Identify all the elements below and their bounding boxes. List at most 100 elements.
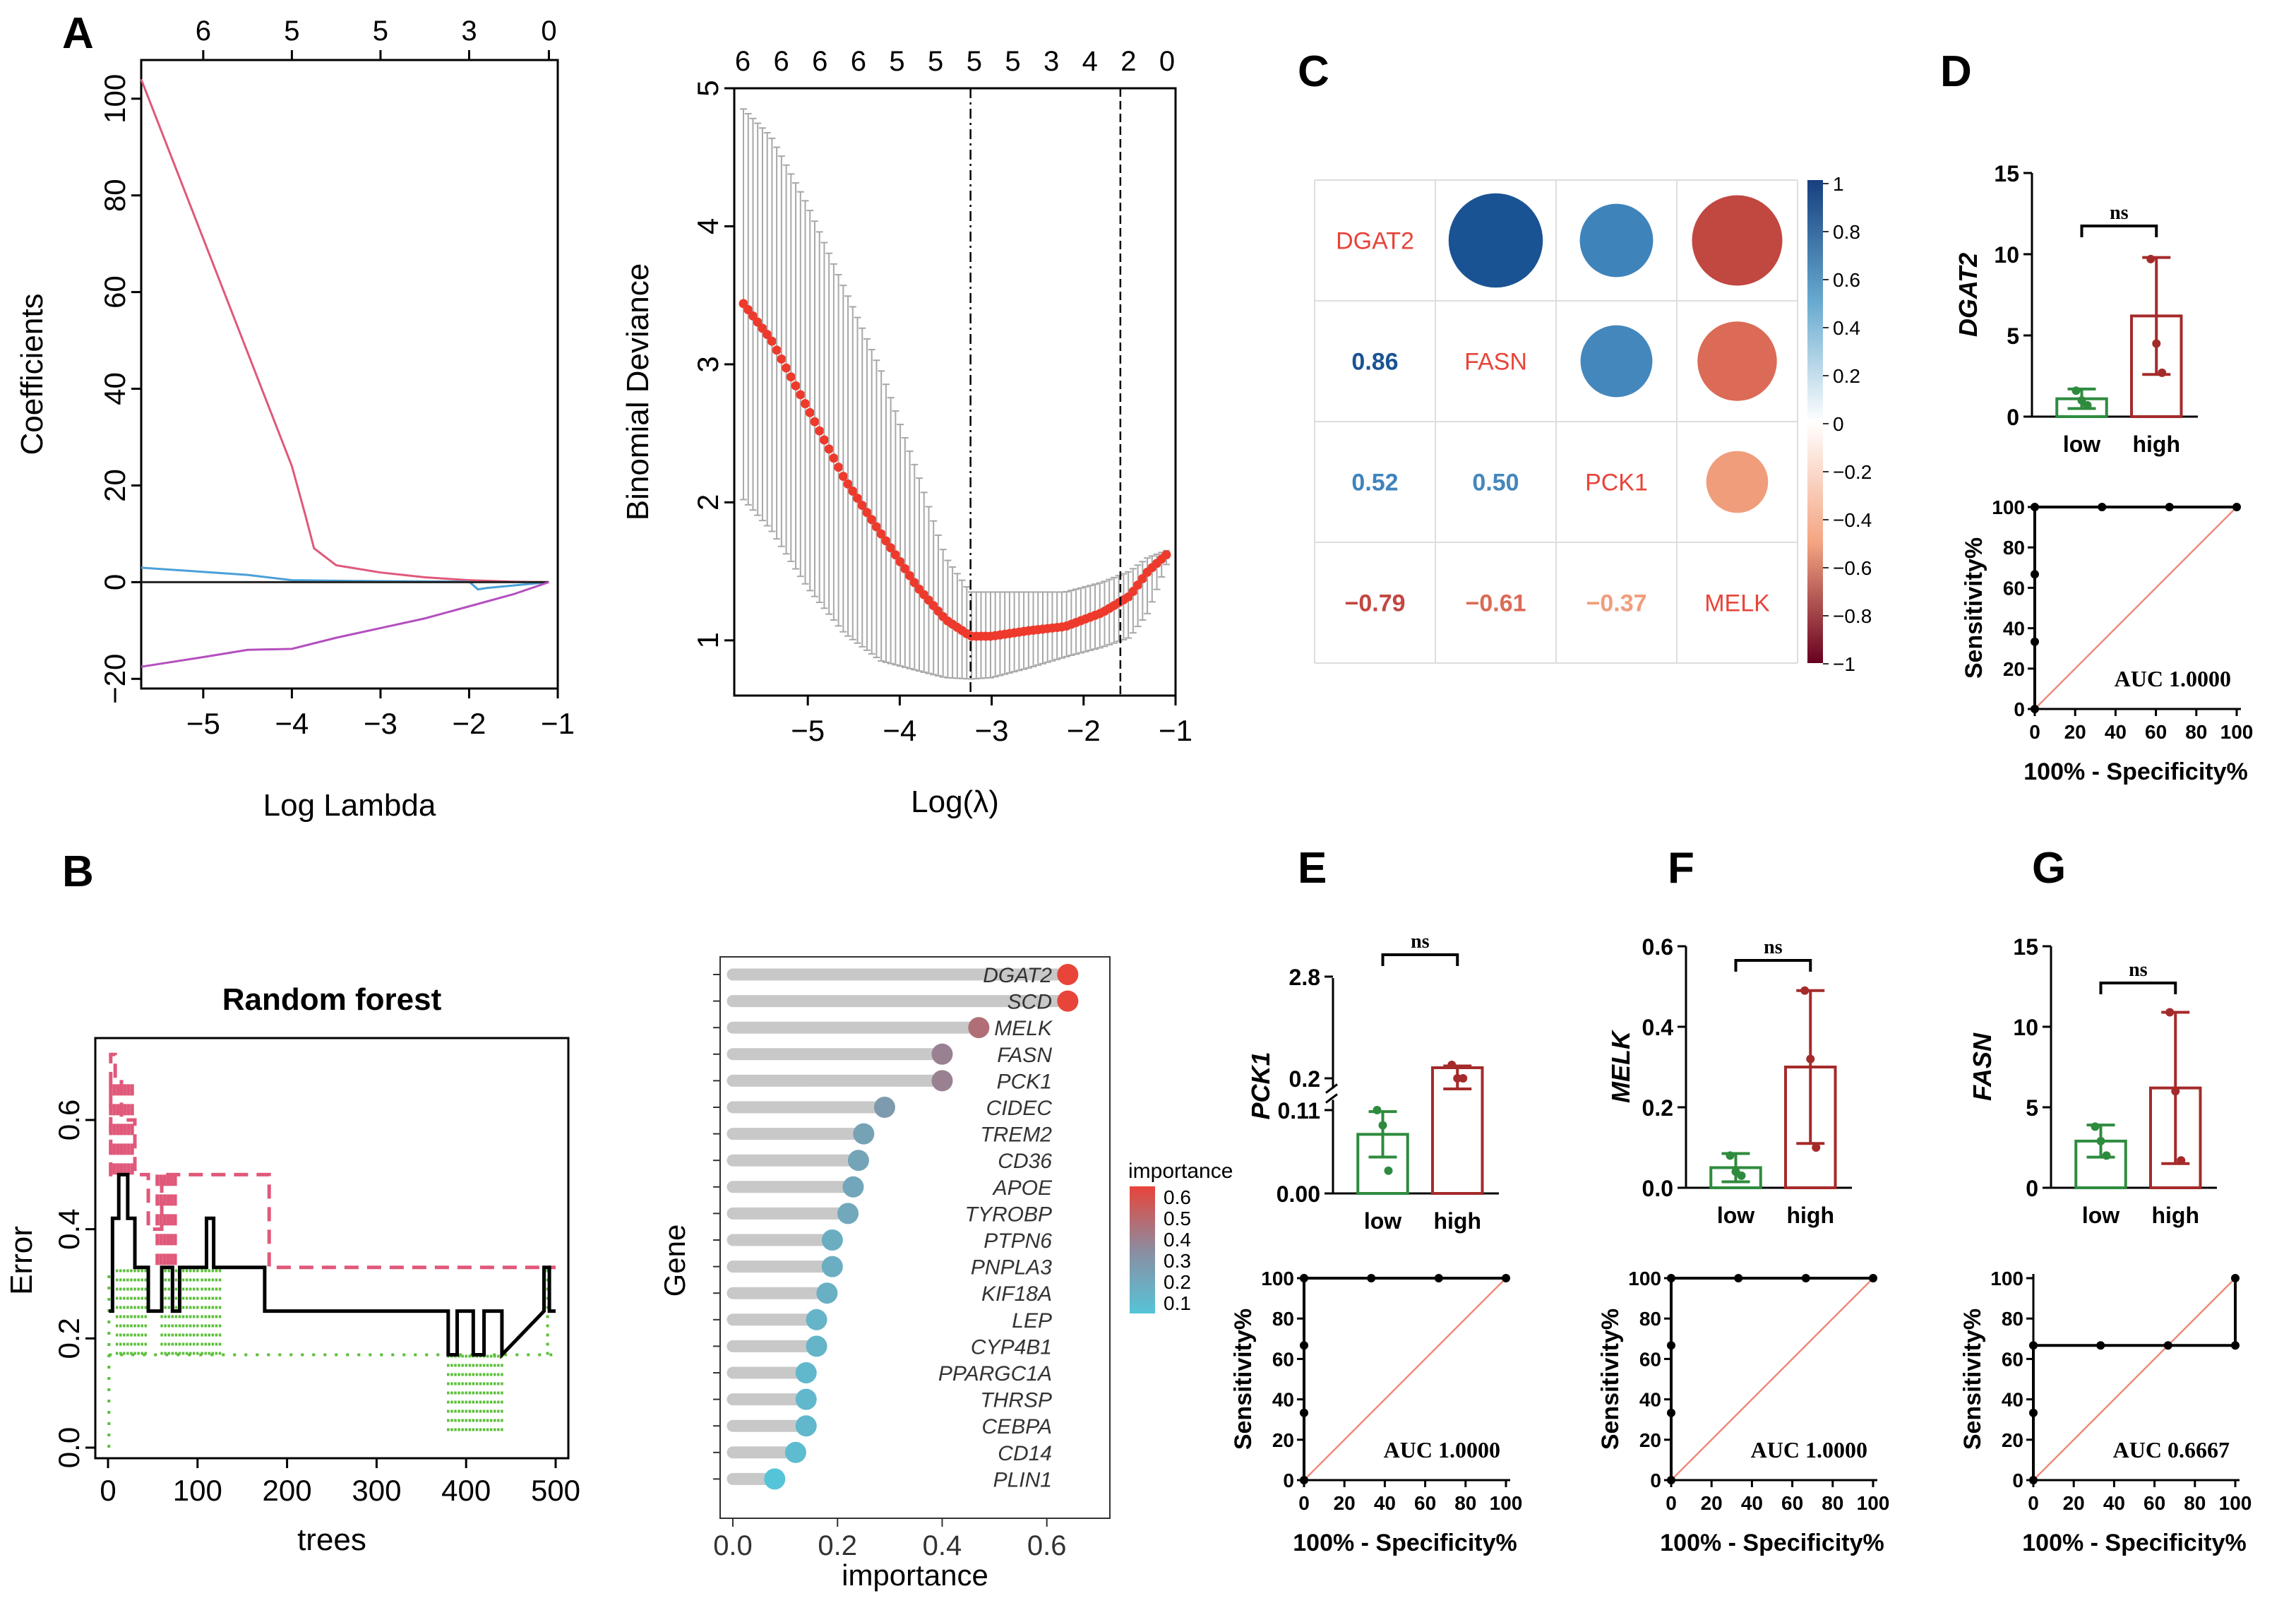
category-label: high — [2151, 1203, 2199, 1228]
panel-label-a: A — [62, 9, 94, 58]
diag-gene-label: DGAT2 — [1336, 228, 1414, 255]
top-tick-label: 3 — [461, 16, 477, 47]
data-point — [2077, 396, 2086, 405]
cv-point — [743, 305, 753, 315]
y-axis-label: FASN — [1968, 1032, 1997, 1101]
category-label: low — [1364, 1208, 1401, 1234]
y-tick-label: 40 — [2003, 618, 2025, 640]
y-tick-label: 10 — [1994, 242, 2019, 268]
y-tick-label: 0.2 — [1289, 1066, 1320, 1092]
class-high-line — [109, 1052, 556, 1270]
x-axis-label: 100% - Specificity% — [1660, 1530, 1884, 1556]
y-tick-label: 2 — [691, 494, 724, 511]
data-point — [1812, 1143, 1821, 1152]
diag-gene-label: PCK1 — [1585, 470, 1648, 496]
cv-point — [1137, 573, 1147, 583]
roc-point — [2096, 1341, 2105, 1350]
coef-line-DGAT2 — [140, 78, 549, 583]
x-tick-label: 80 — [2185, 721, 2207, 743]
gene-label: CIDEC — [986, 1097, 1053, 1120]
y-axis-label: Sensitivity% — [1959, 1309, 1986, 1450]
y-tick-label: 20 — [1639, 1429, 1661, 1451]
y-tick-label: 100 — [1992, 496, 2025, 518]
data-point — [2102, 1151, 2111, 1160]
y-tick-label: 100 — [1628, 1268, 1661, 1289]
roc-dgat2: 00 20 20 40 40 60 60 80 80 100 100 AUC 1.0000 100% -… — [1961, 496, 2253, 785]
y-tick-label: 0 — [2014, 698, 2025, 720]
data-point — [2146, 254, 2156, 263]
gene-label: PPARGC1A — [938, 1362, 1052, 1386]
legend-tick-label: 0.6 — [1164, 1186, 1191, 1208]
x-tick-label: −4 — [883, 714, 916, 747]
cv-point — [801, 399, 811, 409]
corr-value: 0.86 — [1351, 349, 1398, 376]
x-tick-label: 0.2 — [818, 1530, 857, 1561]
x-tick-label: 40 — [1374, 1492, 1396, 1514]
data-point — [2096, 1136, 2105, 1145]
gene-label: PLIN1 — [993, 1468, 1052, 1491]
x-tick-label: 100 — [1490, 1492, 1523, 1514]
plot-frame — [94, 1037, 570, 1460]
x-tick-label: 0 — [100, 1474, 116, 1507]
cv-point — [739, 299, 748, 309]
x-tick-label: 40 — [2105, 721, 2127, 743]
cv-point — [895, 557, 905, 567]
x-tick-label: 20 — [2063, 1492, 2085, 1514]
y-tick-label: 0.00 — [1276, 1181, 1320, 1207]
x-tick-label: 80 — [1454, 1492, 1476, 1514]
top-tick-label: 3 — [1044, 46, 1059, 77]
x-tick-label: 200 — [263, 1474, 312, 1507]
cv-point — [829, 453, 839, 463]
gene-label: CEBPA — [982, 1415, 1052, 1438]
roc-point — [2165, 503, 2174, 511]
x-tick-label: −1 — [541, 707, 575, 740]
y-tick-label: 40 — [1272, 1389, 1294, 1411]
x-tick-label: −1 — [1159, 714, 1192, 747]
cv-point — [772, 345, 782, 355]
corr-circle — [1448, 193, 1543, 288]
roc-point — [1300, 1274, 1308, 1282]
cv-point — [810, 417, 820, 427]
roc-point — [1869, 1274, 1877, 1282]
category-label: high — [1433, 1208, 1481, 1234]
x-axis-label: trees — [297, 1522, 366, 1557]
y-tick-label: 0.2 — [52, 1318, 85, 1359]
y-tick-label: 0 — [98, 574, 131, 590]
legend-tick-label: 0.4 — [1164, 1229, 1191, 1251]
x-tick-label: 0.6 — [1027, 1530, 1067, 1561]
colorbar-label: −0.8 — [1833, 605, 1872, 627]
plot-frame — [140, 59, 559, 690]
x-tick-label: −5 — [791, 714, 825, 747]
corr-value: −0.37 — [1586, 590, 1646, 617]
cv-point — [791, 381, 801, 391]
data-point — [2083, 400, 2092, 410]
gene-label: TREM2 — [980, 1124, 1052, 1147]
y-tick-label: 0.4 — [1642, 1015, 1674, 1040]
x-tick-label: 0.0 — [713, 1530, 753, 1561]
sig-bracket — [1381, 953, 1459, 966]
x-axis-label: Log Lambda — [263, 788, 436, 823]
y-tick-label: 100 — [98, 74, 131, 124]
x-tick-label: 400 — [441, 1474, 491, 1507]
roc-point — [1667, 1408, 1675, 1417]
y-axis-label: Binomial Deviance — [621, 263, 655, 520]
top-tick-label: 5 — [889, 46, 904, 77]
roc-point — [1300, 1341, 1308, 1350]
top-tick-label: 4 — [1082, 46, 1098, 77]
y-tick-label: 20 — [1272, 1429, 1294, 1451]
auc-label: AUC 0.6667 — [2113, 1437, 2230, 1462]
roc-point — [1300, 1408, 1308, 1417]
y-tick-label: 5 — [691, 80, 724, 96]
y-axis-label: Sensitivity% — [1230, 1309, 1257, 1450]
top-tick-label: 5 — [928, 46, 943, 77]
diag-gene-label: FASN — [1464, 349, 1527, 376]
x-tick-label: 0.4 — [923, 1530, 962, 1561]
sig-label: ns — [1764, 936, 1783, 958]
gene-label: FASN — [997, 1044, 1052, 1067]
legend-tick-label: 0.3 — [1164, 1250, 1191, 1272]
diag-gene-label: MELK — [1704, 590, 1770, 617]
colorbar — [1807, 180, 1823, 663]
cv-point — [853, 494, 863, 503]
roc-pck1: 00 20 20 40 40 60 60 80 80 100 100 AUC 1.0000 100% -… — [1230, 1268, 1522, 1556]
